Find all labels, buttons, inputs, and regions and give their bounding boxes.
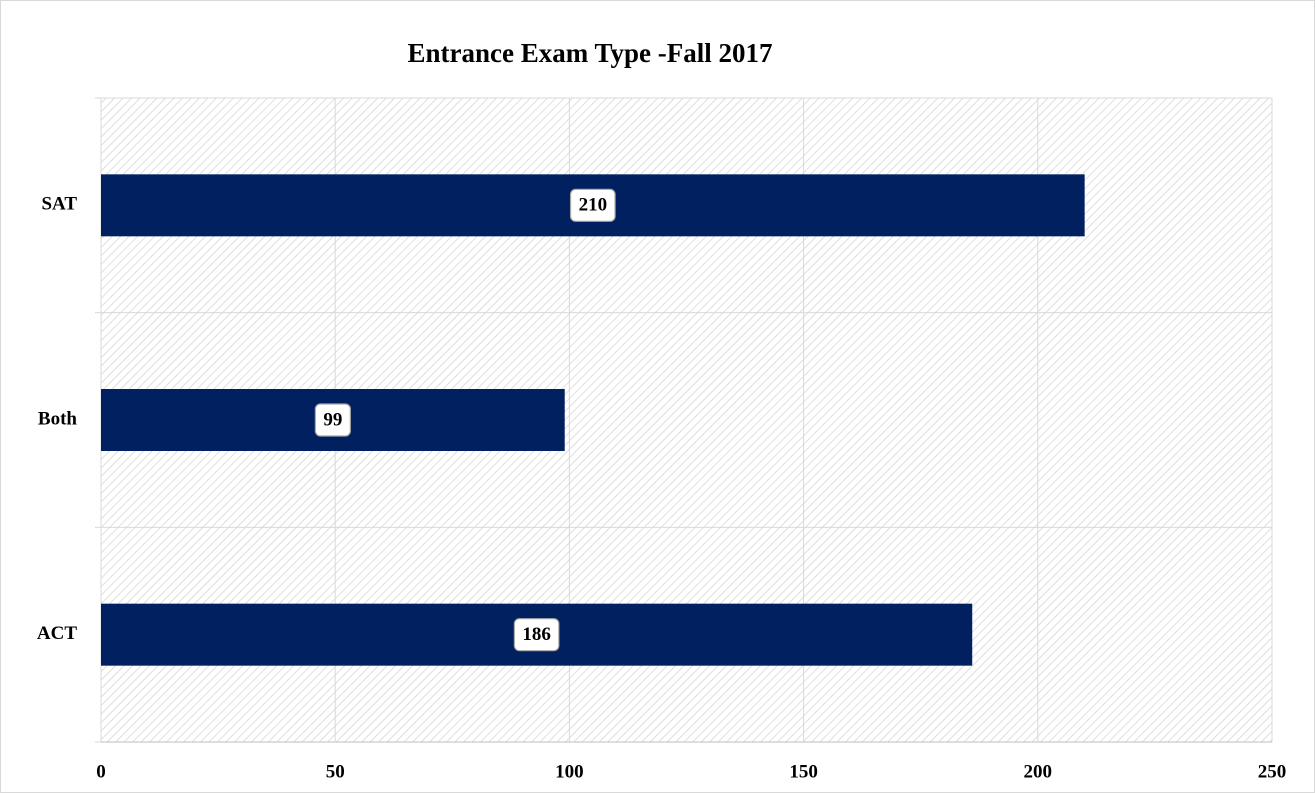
x-tick-label: 250	[1258, 761, 1287, 782]
chart-title: Entrance Exam Type -Fall 2017	[408, 38, 773, 68]
y-tick-label: Both	[38, 408, 78, 429]
x-tick-label: 100	[555, 761, 584, 782]
data-label: 186	[522, 624, 551, 645]
data-label: 210	[579, 195, 608, 216]
x-tick-label: 150	[789, 761, 818, 782]
x-tick-label: 50	[326, 761, 345, 782]
data-label-box	[513, 618, 560, 652]
data-label-box	[314, 403, 351, 437]
x-tick-label: 0	[96, 761, 106, 782]
x-tick-label: 200	[1024, 761, 1053, 782]
data-label: 99	[323, 409, 342, 430]
data-label-box	[569, 188, 616, 222]
y-tick-label: SAT	[41, 194, 77, 215]
y-tick-label: ACT	[37, 623, 77, 644]
